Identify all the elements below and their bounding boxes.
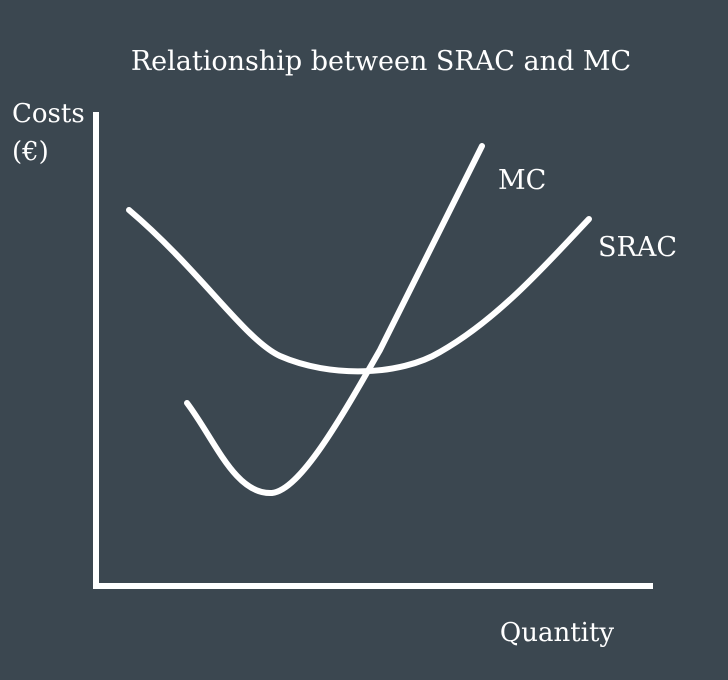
y-axis-unit-label: (€) — [12, 137, 49, 167]
y-axis-label: Costs — [12, 99, 85, 129]
diagram-title: Relationship between SRAC and MC — [131, 46, 631, 77]
mc-curve — [184, 143, 485, 497]
mc-curve-label: MC — [498, 165, 546, 196]
srac-curve — [126, 207, 592, 375]
x-axis-label: Quantity — [500, 618, 615, 648]
srac-curve-label: SRAC — [598, 232, 677, 263]
